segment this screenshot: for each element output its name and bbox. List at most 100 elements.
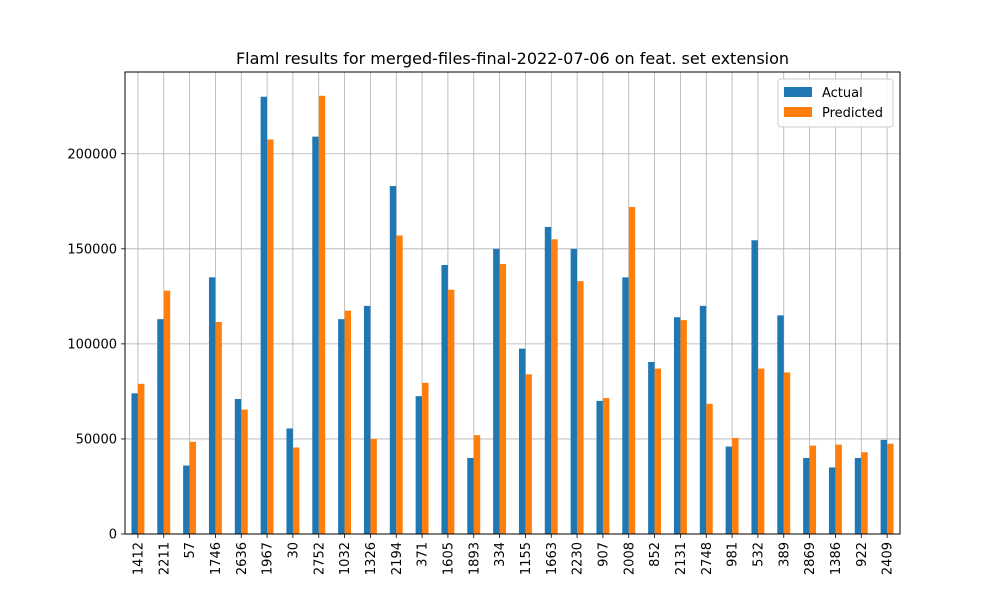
x-tick-label: 1386	[829, 542, 844, 575]
bar-actual-1412	[131, 393, 138, 534]
x-tick-label: 371	[416, 542, 431, 567]
legend-swatch-actual	[784, 87, 812, 97]
bar-predicted-1605	[447, 289, 455, 534]
x-tick-label: 2636	[235, 542, 250, 575]
x-tick-label: 1412	[131, 542, 146, 575]
x-tick-label: 2230	[571, 542, 586, 575]
x-tick-label: 981	[726, 542, 741, 567]
bar-predicted-1412	[137, 383, 145, 534]
legend-label-actual: Actual	[822, 86, 863, 101]
bar-actual-1386	[828, 467, 836, 534]
x-tick-label: 852	[648, 542, 663, 567]
chart-title: Flaml results for merged-files-final-202…	[236, 49, 789, 68]
bar-predicted-532	[757, 368, 765, 534]
y-tick-label: 200000	[67, 147, 117, 162]
bar-actual-2131	[673, 317, 681, 534]
bar-predicted-2194	[396, 235, 403, 535]
bar-predicted-2752	[318, 95, 326, 534]
bar-actual-30	[286, 428, 293, 534]
bar-actual-57	[183, 465, 190, 534]
x-tick-label: 1605	[441, 542, 456, 575]
bar-actual-2230	[570, 248, 578, 534]
axes: 0 50000 100000 150000 200000 1412 2211 57 1746 26…	[67, 71, 901, 575]
x-tick-label: 1663	[545, 542, 560, 575]
bar-predicted-2869	[809, 445, 817, 534]
bar-actual-2636	[234, 399, 242, 534]
x-tick-label: 2752	[312, 542, 327, 575]
bar-actual-1746	[208, 277, 216, 534]
x-tick-label: 1893	[467, 542, 482, 575]
x-tick-label: 1155	[519, 542, 534, 575]
x-tick-label: 1032	[338, 542, 353, 575]
bar-predicted-981	[732, 437, 739, 534]
x-tick-label: 30	[286, 542, 301, 559]
bar-predicted-1326	[370, 438, 377, 534]
bar-actual-1326	[363, 305, 371, 534]
bar-actual-2194	[389, 186, 397, 534]
bar-actual-981	[725, 446, 733, 534]
x-tick-label: 2748	[700, 542, 715, 575]
bar-predicted-2211	[163, 290, 171, 534]
bar-actual-371	[415, 396, 423, 534]
legend-label-predicted: Predicted	[822, 106, 883, 121]
bar-actual-2869	[803, 457, 810, 534]
bar-actual-1967	[260, 96, 268, 534]
x-tick-label: 1746	[209, 542, 224, 575]
x-tick-label: 2194	[390, 542, 405, 575]
bar-actual-532	[751, 240, 758, 534]
x-tick-label: 922	[855, 542, 870, 567]
bar-actual-1893	[467, 457, 474, 534]
bar-predicted-2131	[680, 320, 687, 534]
bar-predicted-2409	[887, 443, 894, 534]
bar-predicted-1967	[267, 139, 274, 534]
bar-actual-907	[596, 400, 603, 534]
y-tick-label: 50000	[76, 432, 117, 447]
x-tick-label: 389	[777, 542, 792, 567]
bar-predicted-30	[292, 447, 300, 534]
x-tick-label: 532	[751, 542, 766, 567]
x-tick-label: 2409	[881, 542, 896, 575]
bar-predicted-2008	[628, 206, 636, 534]
bar-predicted-1746	[215, 322, 222, 534]
legend: Actual Predicted	[777, 78, 894, 128]
bar-predicted-1032	[344, 310, 352, 534]
bar-predicted-1155	[525, 374, 532, 534]
bar-predicted-371	[422, 382, 429, 534]
x-tick-label: 2211	[157, 542, 172, 575]
bar-predicted-334	[499, 264, 507, 534]
bar-predicted-2230	[577, 281, 584, 534]
bar-predicted-852	[654, 368, 662, 534]
bar-predicted-922	[861, 452, 868, 534]
plot-frame	[124, 71, 901, 535]
bar-actual-2211	[157, 319, 164, 534]
x-tick-label: 1967	[261, 542, 276, 575]
x-tick-label: 2869	[803, 542, 818, 575]
bar-actual-1155	[518, 348, 526, 534]
bar-predicted-389	[783, 372, 791, 534]
bar-predicted-2748	[706, 403, 713, 534]
x-tick-label: 334	[493, 542, 508, 567]
bar-predicted-1893	[473, 435, 481, 534]
bar-predicted-907	[602, 398, 610, 534]
bar-actual-1605	[441, 264, 448, 534]
bars	[131, 95, 894, 535]
x-tick-label: 2131	[674, 542, 689, 575]
x-tick-label: 1326	[364, 542, 379, 575]
bar-actual-2409	[880, 439, 888, 534]
bar-actual-2008	[622, 277, 629, 534]
bar-actual-852	[648, 361, 655, 534]
bar-predicted-1386	[835, 444, 842, 534]
x-tick-label: 2008	[622, 542, 637, 575]
bar-actual-2748	[699, 305, 707, 534]
bar-predicted-57	[189, 441, 197, 534]
y-tick-label: 0	[109, 528, 117, 543]
bar-actual-1663	[544, 226, 552, 534]
bar-actual-389	[777, 315, 784, 534]
x-tick-label: 907	[596, 542, 611, 567]
bar-predicted-2636	[241, 409, 248, 534]
x-tick-label: 57	[183, 542, 198, 559]
legend-swatch-predicted	[784, 107, 812, 117]
bar-actual-922	[854, 457, 862, 534]
bar-actual-1032	[338, 319, 345, 534]
